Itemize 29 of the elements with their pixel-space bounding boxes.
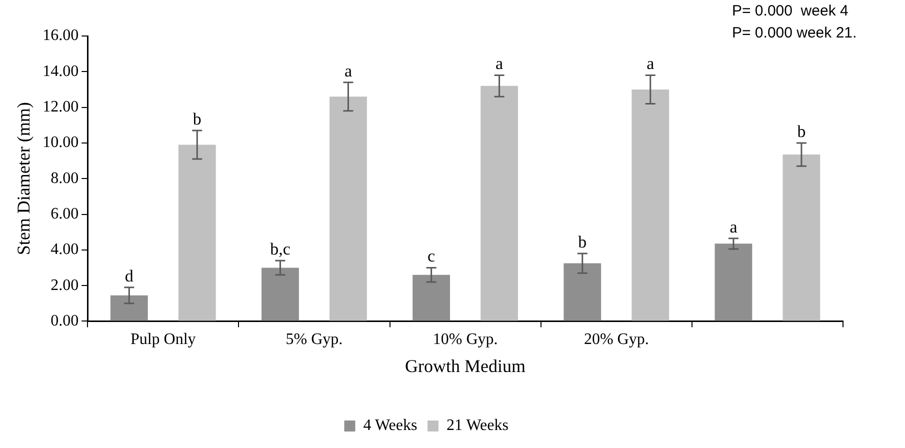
data-label: a (344, 61, 352, 80)
y-tick-label: 4.00 (50, 241, 79, 258)
data-label: a (496, 54, 504, 74)
annotation: P= 0.000 week 21. (732, 24, 857, 42)
x-tick-label: 10% Gyp. (432, 331, 498, 348)
text: P= 0.000 week 4 (732, 2, 848, 20)
y-tick-label: 10.00 (42, 134, 79, 152)
y-axis-title: Stem Diameter (mm) (14, 102, 34, 256)
legend-label: 4 Weeks (363, 417, 418, 434)
y-tick-label: 8.00 (50, 170, 79, 187)
data-label: a (646, 54, 655, 74)
y-tick-label: 2.00 (50, 276, 79, 294)
x-axis-title: Growth Medium (405, 356, 526, 376)
x-tick-label: 5% Gyp. (286, 331, 343, 348)
data-label: b,c (270, 240, 291, 259)
data-label: a (730, 217, 738, 236)
y-tick-label: 12.00 (42, 98, 79, 116)
legend-label: 21 Weeks (446, 417, 508, 434)
y-tick-label: 16.00 (42, 27, 79, 44)
data-label: d (124, 266, 134, 286)
y-tick-label: 6.00 (50, 205, 79, 222)
y-tick-label: 0.00 (50, 312, 79, 330)
data-label: c (428, 246, 436, 266)
data-label: b (578, 232, 587, 252)
data-label: b (192, 109, 202, 128)
y-tick-label: 14.00 (42, 62, 79, 80)
data-label: b (797, 122, 806, 141)
x-tick-label: 20% Gyp. (584, 331, 649, 348)
x-tick-label: Pulp Only (130, 331, 196, 348)
